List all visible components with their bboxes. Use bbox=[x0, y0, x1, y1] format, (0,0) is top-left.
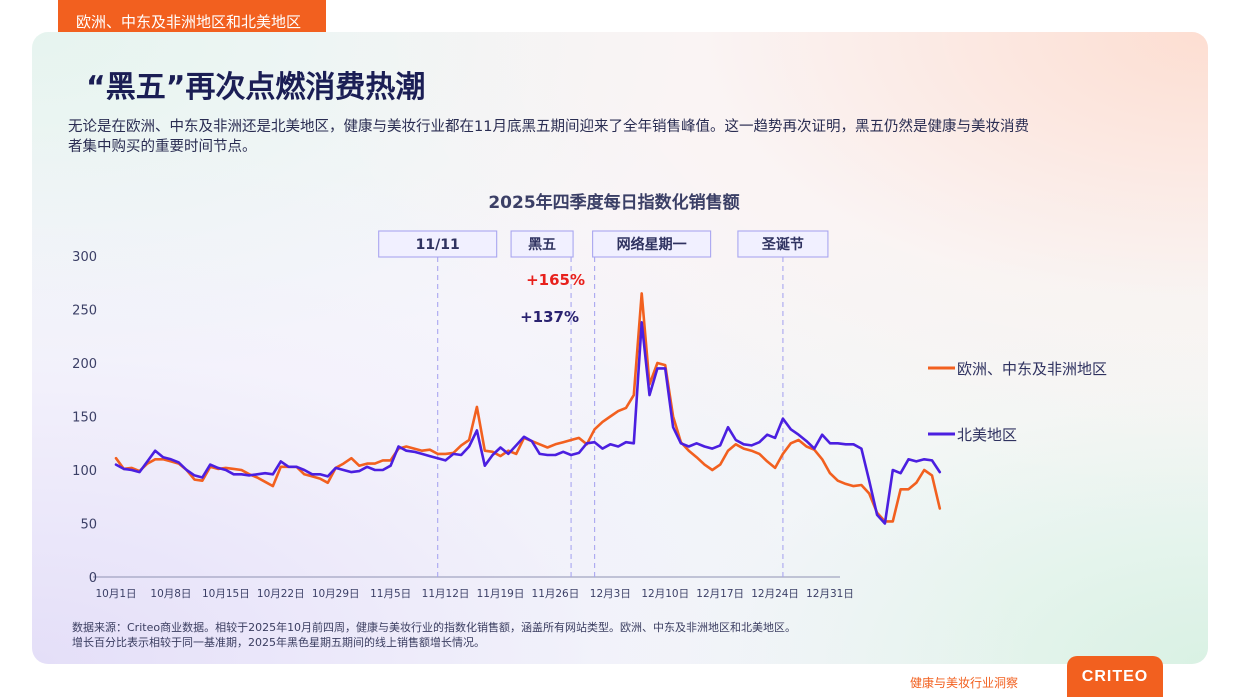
event-label: 11/11 bbox=[416, 237, 460, 253]
legend-label: 北美地区 bbox=[957, 426, 1017, 444]
y-tick-label: 0 bbox=[89, 571, 97, 586]
x-tick-label: 12月10日 bbox=[641, 588, 689, 600]
legend-label: 欧洲、中东及非洲地区 bbox=[957, 360, 1107, 378]
x-tick-label: 10月22日 bbox=[257, 588, 305, 600]
x-tick-label: 12月24日 bbox=[751, 588, 799, 600]
x-tick-label: 11月12日 bbox=[422, 588, 470, 600]
y-tick-label: 50 bbox=[80, 518, 97, 533]
event-label-box bbox=[592, 230, 712, 258]
x-tick-label: 12月3日 bbox=[590, 588, 631, 600]
event-label: 圣诞节 bbox=[761, 236, 804, 253]
y-tick-label: 150 bbox=[72, 411, 97, 426]
event-label-box bbox=[737, 230, 829, 258]
peak-annotation: +165% bbox=[526, 271, 585, 289]
source-line-2: 增长百分比表示相较于同一基准期，2025年黑色星期五期间的线上销售额增长情况。 bbox=[72, 636, 485, 649]
intro-text: 无论是在欧洲、中东及非洲还是北美地区，健康与美妆行业都在11月底黑五期间迎来了全… bbox=[68, 119, 1029, 155]
x-tick-label: 11月5日 bbox=[370, 588, 411, 600]
peak-annotation: +137% bbox=[520, 308, 579, 326]
data-source-note: 数据来源：Criteo商业数据。相较于2025年10月前四周，健康与美妆行业的指… bbox=[72, 620, 872, 650]
series-line bbox=[114, 292, 942, 523]
x-tick-label: 12月31日 bbox=[806, 588, 854, 600]
y-tick-label: 100 bbox=[72, 464, 97, 479]
y-tick-label: 300 bbox=[72, 250, 97, 265]
event-label-box bbox=[510, 230, 574, 258]
report-name: 健康与美妆行业洞察 bbox=[910, 676, 1019, 690]
y-tick-label: 200 bbox=[72, 357, 97, 372]
event-label: 网络星期一 bbox=[617, 236, 687, 253]
content-card bbox=[32, 32, 1208, 664]
event-label: 黑五 bbox=[528, 237, 556, 253]
x-tick-label: 10月15日 bbox=[202, 588, 250, 600]
criteo-logo: CRITEO bbox=[1067, 656, 1163, 697]
source-line-1: 数据来源：Criteo商业数据。相较于2025年10月前四周，健康与美妆行业的指… bbox=[72, 621, 797, 634]
x-tick-label: 10月1日 bbox=[95, 588, 136, 600]
x-tick-label: 11月19日 bbox=[477, 588, 525, 600]
page-title: “黑五”再次点燃消费热潮 bbox=[86, 70, 426, 105]
series-line bbox=[114, 321, 942, 525]
event-label-box bbox=[378, 230, 498, 258]
x-tick-label: 10月8日 bbox=[150, 588, 191, 600]
x-tick-label: 12月17日 bbox=[696, 588, 744, 600]
x-tick-label: 10月29日 bbox=[312, 588, 360, 600]
y-tick-label: 250 bbox=[72, 304, 97, 319]
chart-title: 2025年四季度每日指数化销售额 bbox=[488, 193, 740, 213]
x-tick-label: 11月26日 bbox=[532, 588, 580, 600]
